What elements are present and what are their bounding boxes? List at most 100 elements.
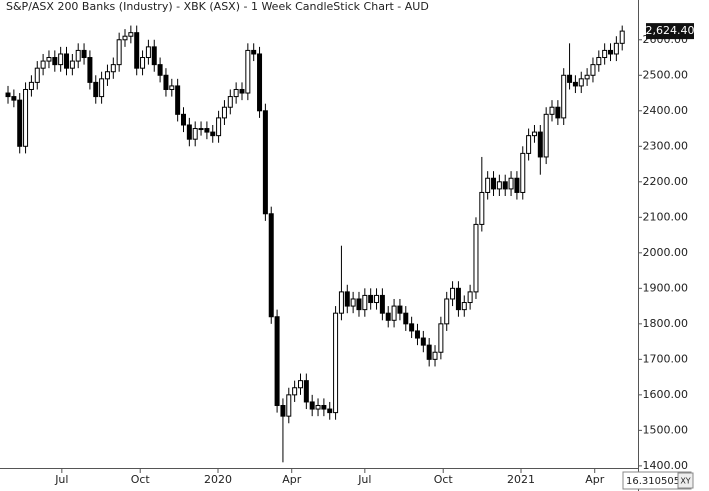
last-price-label: 2,624.40 bbox=[646, 24, 695, 37]
candle-body bbox=[99, 78, 105, 98]
y-tick-label: 2500.00 bbox=[643, 68, 689, 81]
candle-body bbox=[233, 88, 239, 98]
candle-body bbox=[473, 223, 479, 293]
y-tick-label: 2300.00 bbox=[643, 139, 689, 152]
candle-body bbox=[169, 85, 175, 90]
candle-body bbox=[245, 49, 251, 94]
candle-body bbox=[239, 88, 245, 94]
y-tick-label: 1700.00 bbox=[643, 352, 689, 365]
candle-body bbox=[198, 128, 204, 131]
candle-body bbox=[163, 74, 169, 90]
y-tick-label: 1900.00 bbox=[643, 281, 689, 294]
candle-body bbox=[303, 380, 309, 403]
candle-body bbox=[403, 312, 409, 325]
candle-body bbox=[297, 380, 303, 389]
x-tick-label: Jul bbox=[357, 473, 371, 486]
candle-body bbox=[93, 81, 99, 98]
candle-body bbox=[268, 213, 274, 318]
candle-body bbox=[186, 124, 192, 140]
candle-body bbox=[420, 337, 426, 346]
candle-body bbox=[34, 67, 40, 83]
candle-body bbox=[145, 46, 151, 59]
candle-body bbox=[64, 53, 70, 69]
x-tick-label: Oct bbox=[131, 473, 151, 486]
candle-body bbox=[23, 88, 29, 147]
y-tick-label: 2100.00 bbox=[643, 210, 689, 223]
candle-body bbox=[333, 312, 339, 414]
chart-title: S&P/ASX 200 Banks (Industry) - XBK (ASX)… bbox=[6, 0, 429, 13]
candle-body bbox=[397, 305, 403, 314]
candle-body bbox=[204, 128, 210, 133]
corner-value: 16.310505 bbox=[626, 476, 680, 487]
candle-body bbox=[496, 181, 502, 190]
candle-body bbox=[251, 49, 257, 55]
candle-body bbox=[292, 387, 298, 396]
candle-body bbox=[5, 92, 11, 98]
candle-body bbox=[134, 32, 140, 69]
candle-body bbox=[104, 71, 110, 80]
candle-body bbox=[262, 110, 268, 215]
candle-body bbox=[379, 294, 385, 314]
candle-body bbox=[362, 294, 368, 311]
candle-body bbox=[87, 57, 93, 83]
y-tick-label: 1600.00 bbox=[643, 388, 689, 401]
candle-body bbox=[596, 57, 602, 66]
candle-body bbox=[157, 64, 163, 76]
candle-body bbox=[28, 81, 34, 90]
candle-body bbox=[116, 39, 122, 66]
candle-body bbox=[110, 64, 116, 73]
candle-body bbox=[461, 302, 467, 311]
candle-body bbox=[450, 287, 456, 300]
candle-body bbox=[467, 291, 473, 304]
candle-body bbox=[567, 74, 573, 83]
candle-body bbox=[391, 305, 397, 321]
y-tick-label: 2000.00 bbox=[643, 246, 689, 259]
candle-body bbox=[426, 344, 432, 360]
candle-body bbox=[140, 57, 146, 69]
candle-body bbox=[502, 181, 508, 190]
candle-body bbox=[122, 35, 128, 41]
y-tick-label: 2400.00 bbox=[643, 104, 689, 117]
y-tick-label: 2200.00 bbox=[643, 175, 689, 188]
candle-body bbox=[175, 85, 181, 115]
candle-body bbox=[479, 191, 485, 225]
candle-body bbox=[327, 408, 333, 414]
candle-body bbox=[52, 57, 58, 66]
y-tick-label: 1400.00 bbox=[643, 459, 689, 472]
candle-body bbox=[520, 152, 526, 193]
y-tick-label: 1500.00 bbox=[643, 423, 689, 436]
candle-body bbox=[309, 401, 315, 410]
candle-body bbox=[409, 323, 415, 332]
xy-button[interactable] bbox=[677, 472, 694, 489]
candle-body bbox=[572, 81, 578, 87]
candle-body bbox=[192, 128, 198, 140]
candle-body bbox=[58, 53, 64, 66]
candle-body bbox=[356, 298, 362, 311]
candle-body bbox=[338, 291, 344, 314]
x-tick-label: Jul bbox=[54, 473, 68, 486]
candle-body bbox=[368, 294, 374, 304]
candle-body bbox=[81, 49, 87, 59]
candle-body bbox=[151, 46, 157, 66]
candle-body bbox=[613, 42, 619, 55]
candle-body bbox=[128, 32, 134, 37]
candle-body bbox=[514, 177, 520, 193]
candle-body bbox=[561, 74, 567, 119]
x-tick-label: 2020 bbox=[204, 473, 232, 486]
candle-body bbox=[619, 30, 625, 44]
y-tick-label: 1800.00 bbox=[643, 317, 689, 330]
candle-body bbox=[455, 287, 461, 311]
candle-body bbox=[75, 49, 81, 62]
candle-body bbox=[17, 99, 23, 147]
candle-body bbox=[280, 405, 286, 417]
candle-body bbox=[210, 131, 216, 137]
candle-body bbox=[491, 177, 497, 190]
candle-body bbox=[438, 323, 444, 353]
candle-body bbox=[578, 78, 584, 87]
candle-body bbox=[549, 106, 555, 115]
xy-button-label[interactable]: XY bbox=[680, 477, 690, 486]
candle-body bbox=[315, 405, 321, 410]
candle-body bbox=[526, 135, 532, 154]
candle-body bbox=[11, 96, 17, 101]
